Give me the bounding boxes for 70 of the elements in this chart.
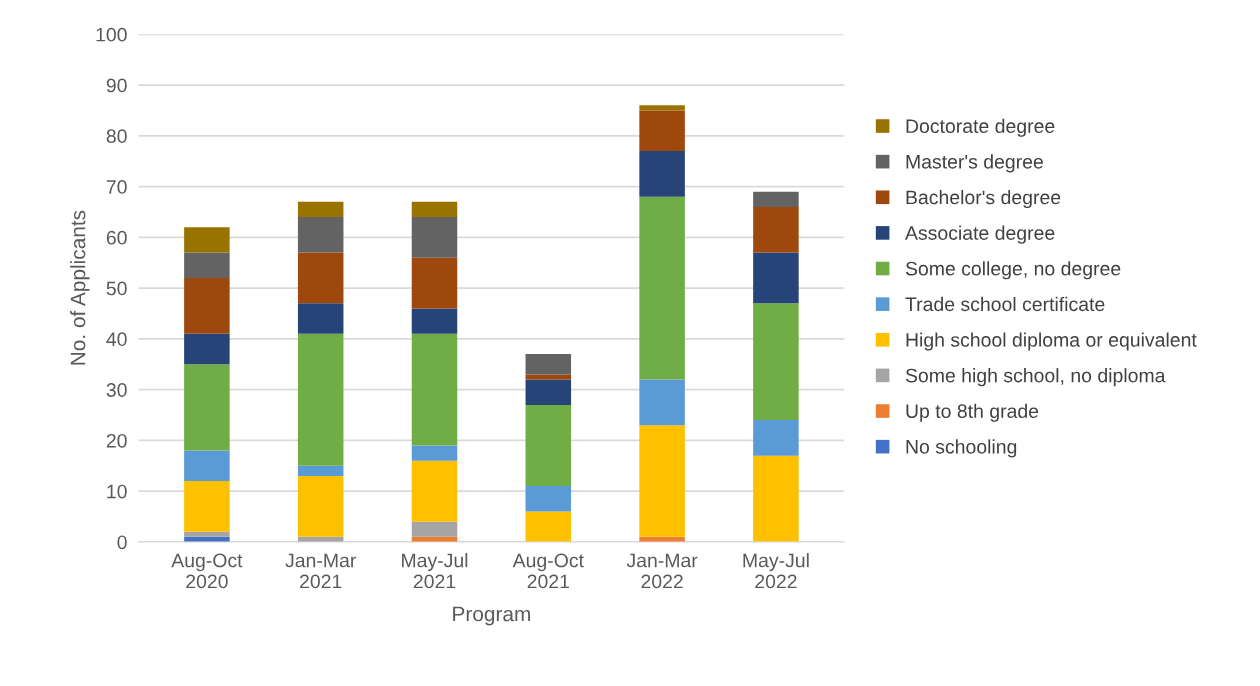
bar — [753, 455, 799, 542]
y-tick-label: 100 — [96, 27, 127, 42]
bar — [411, 333, 458, 446]
y-tick-label: 60 — [106, 230, 127, 245]
bar — [184, 227, 230, 253]
x-tick-label: Jan-Mar 2021 — [285, 553, 357, 589]
bar — [411, 445, 458, 461]
legend-label: No schooling — [906, 439, 1017, 458]
legend-label: Associate degree — [905, 225, 1055, 244]
bar — [525, 354, 572, 375]
y-tick-label: 90 — [106, 78, 127, 93]
x-tick-label: Jan-Mar 2022 — [626, 553, 698, 589]
x-tick-label: May-Jul 2022 — [743, 553, 809, 589]
y-tick-label: 0 — [117, 535, 127, 550]
bar — [184, 277, 230, 334]
bar — [297, 201, 344, 218]
bar — [525, 379, 572, 405]
bar — [297, 303, 344, 334]
bar — [639, 379, 685, 426]
bar — [297, 252, 344, 304]
y-tick-label: 40 — [106, 332, 127, 347]
bar — [639, 196, 685, 380]
x-tick-label: Aug-Oct 2020 — [171, 553, 243, 589]
bar — [639, 151, 685, 197]
x-tick-label: Aug-Oct 2021 — [512, 553, 584, 589]
bar — [753, 303, 799, 421]
legend-label: Some college, no degree — [905, 261, 1121, 280]
y-axis-title: No. of Applicants — [70, 210, 90, 365]
bar — [297, 465, 344, 476]
y-tick-label: 80 — [106, 129, 127, 144]
bar — [184, 333, 230, 365]
bar — [753, 206, 799, 253]
legend-label: Master's degree — [906, 154, 1043, 173]
y-tick-label: 30 — [106, 383, 127, 397]
y-tick-label: 10 — [107, 484, 127, 499]
bar — [184, 364, 230, 451]
y-tick-label: 50 — [106, 281, 127, 296]
bar — [297, 217, 344, 253]
bar — [639, 425, 685, 537]
bar — [753, 191, 799, 207]
legend-label: Up to 8th grade — [906, 403, 1039, 422]
bar — [411, 257, 458, 309]
bar — [525, 374, 572, 380]
legend-label: Trade school certificate — [905, 296, 1105, 312]
bar — [525, 486, 572, 512]
legend-label: Doctorate degree — [906, 118, 1055, 137]
y-tick-label: 20 — [106, 433, 127, 448]
bar — [525, 404, 572, 487]
x-axis-title: Program — [453, 606, 530, 626]
bar — [184, 450, 230, 482]
bar — [753, 252, 799, 304]
legend-label: Some high school, no diploma — [905, 368, 1166, 387]
bar — [411, 521, 458, 537]
legend-label: High school diploma or equivalent — [906, 332, 1197, 351]
bar — [411, 217, 458, 258]
bar — [297, 333, 344, 466]
x-tick-label: May-Jul 2021 — [402, 553, 468, 589]
bar — [525, 511, 572, 542]
bar — [184, 481, 230, 532]
bar — [184, 252, 230, 278]
bar — [639, 110, 685, 152]
bar — [411, 201, 458, 218]
bar — [753, 420, 799, 456]
bar — [411, 460, 458, 522]
bar — [184, 531, 230, 537]
legend-label: Bachelor's degree — [906, 189, 1061, 209]
bar — [297, 475, 344, 537]
bar — [411, 308, 458, 334]
bar — [639, 105, 685, 111]
y-tick-label: 70 — [106, 180, 127, 194]
